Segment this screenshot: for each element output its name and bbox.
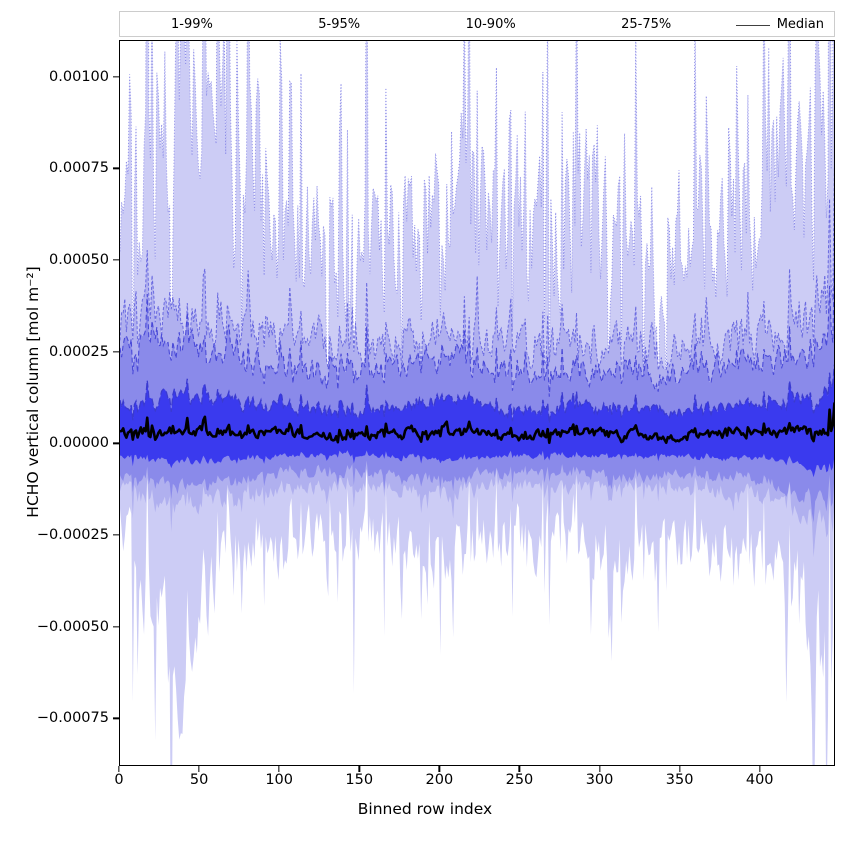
x-tick-mark [518,766,521,772]
x-axis-label: Binned row index [357,800,493,818]
x-tick-label: 200 [425,772,454,788]
percentile-band-plot [120,41,834,765]
x-tick-mark [598,766,601,772]
legend-label: 25-75% [621,16,672,32]
y-tick-mark [113,442,119,444]
x-tick-label: 400 [745,772,774,788]
band-upper-line [120,167,834,375]
y-tick-mark [113,626,119,628]
band-upper-line [120,263,834,397]
legend-entry-5-95[interactable]: 5-95% [277,18,360,31]
plot-area [119,40,835,766]
band-upper-line [120,41,834,474]
x-tick-label: 350 [665,772,694,788]
y-axis-label: HCHO vertical column [mol m⁻²] [24,266,42,518]
legend-entry-25-75[interactable]: 25-75% [580,18,671,31]
y-tick-label: −0.00075 [36,710,109,727]
x-tick-mark [759,766,761,772]
legend-swatch-icon [277,23,311,26]
y-tick-label: 0.00100 [49,68,109,85]
legend-label: 5-95% [318,16,361,32]
band-25-75 [120,364,834,478]
legend-entry-1-99[interactable]: 1-99% [130,18,213,31]
legend-label: 1-99% [171,16,213,32]
x-tick-mark [358,766,360,772]
y-tick-label: 0.00075 [49,160,109,177]
median-line [120,402,834,445]
y-tick-mark [113,76,119,78]
legend-swatch-icon [425,23,459,26]
x-tick-label: 250 [505,772,534,788]
x-tick-mark [278,766,280,772]
y-tick-label: 0.00025 [49,343,109,360]
x-tick-label: 150 [345,772,374,788]
x-tick-label: 0 [114,772,124,788]
x-tick-label: 100 [265,772,294,788]
y-tick-label: 0.00000 [49,435,109,452]
legend-entry-median[interactable]: Median [735,16,824,32]
x-tick-mark [118,766,120,772]
band-upper-line [120,364,834,424]
y-tick-mark [113,259,119,261]
x-tick-mark [438,766,440,772]
y-tick-mark [113,167,119,169]
chart-legend: 1-99% 5-95% 10-90% 25-75% Median [119,11,835,37]
legend-label: Median [776,16,824,32]
y-tick-mark [113,351,119,353]
legend-swatch-icon [735,24,770,26]
x-tick-label: 50 [189,772,209,788]
legend-swatch-icon [130,23,164,26]
x-tick-mark [198,766,200,772]
y-tick-mark [113,534,119,536]
y-tick-mark [113,717,119,719]
y-tick-label: 0.00050 [49,252,109,268]
x-tick-label: 300 [585,772,614,788]
legend-label: 10-90% [465,16,516,32]
legend-entry-10-90[interactable]: 10-90% [425,18,516,31]
x-tick-mark [678,766,681,772]
y-tick-label: −0.00025 [36,527,109,543]
band-fill [120,369,834,478]
y-tick-label: −0.00050 [36,618,109,635]
legend-swatch-icon [580,23,614,26]
